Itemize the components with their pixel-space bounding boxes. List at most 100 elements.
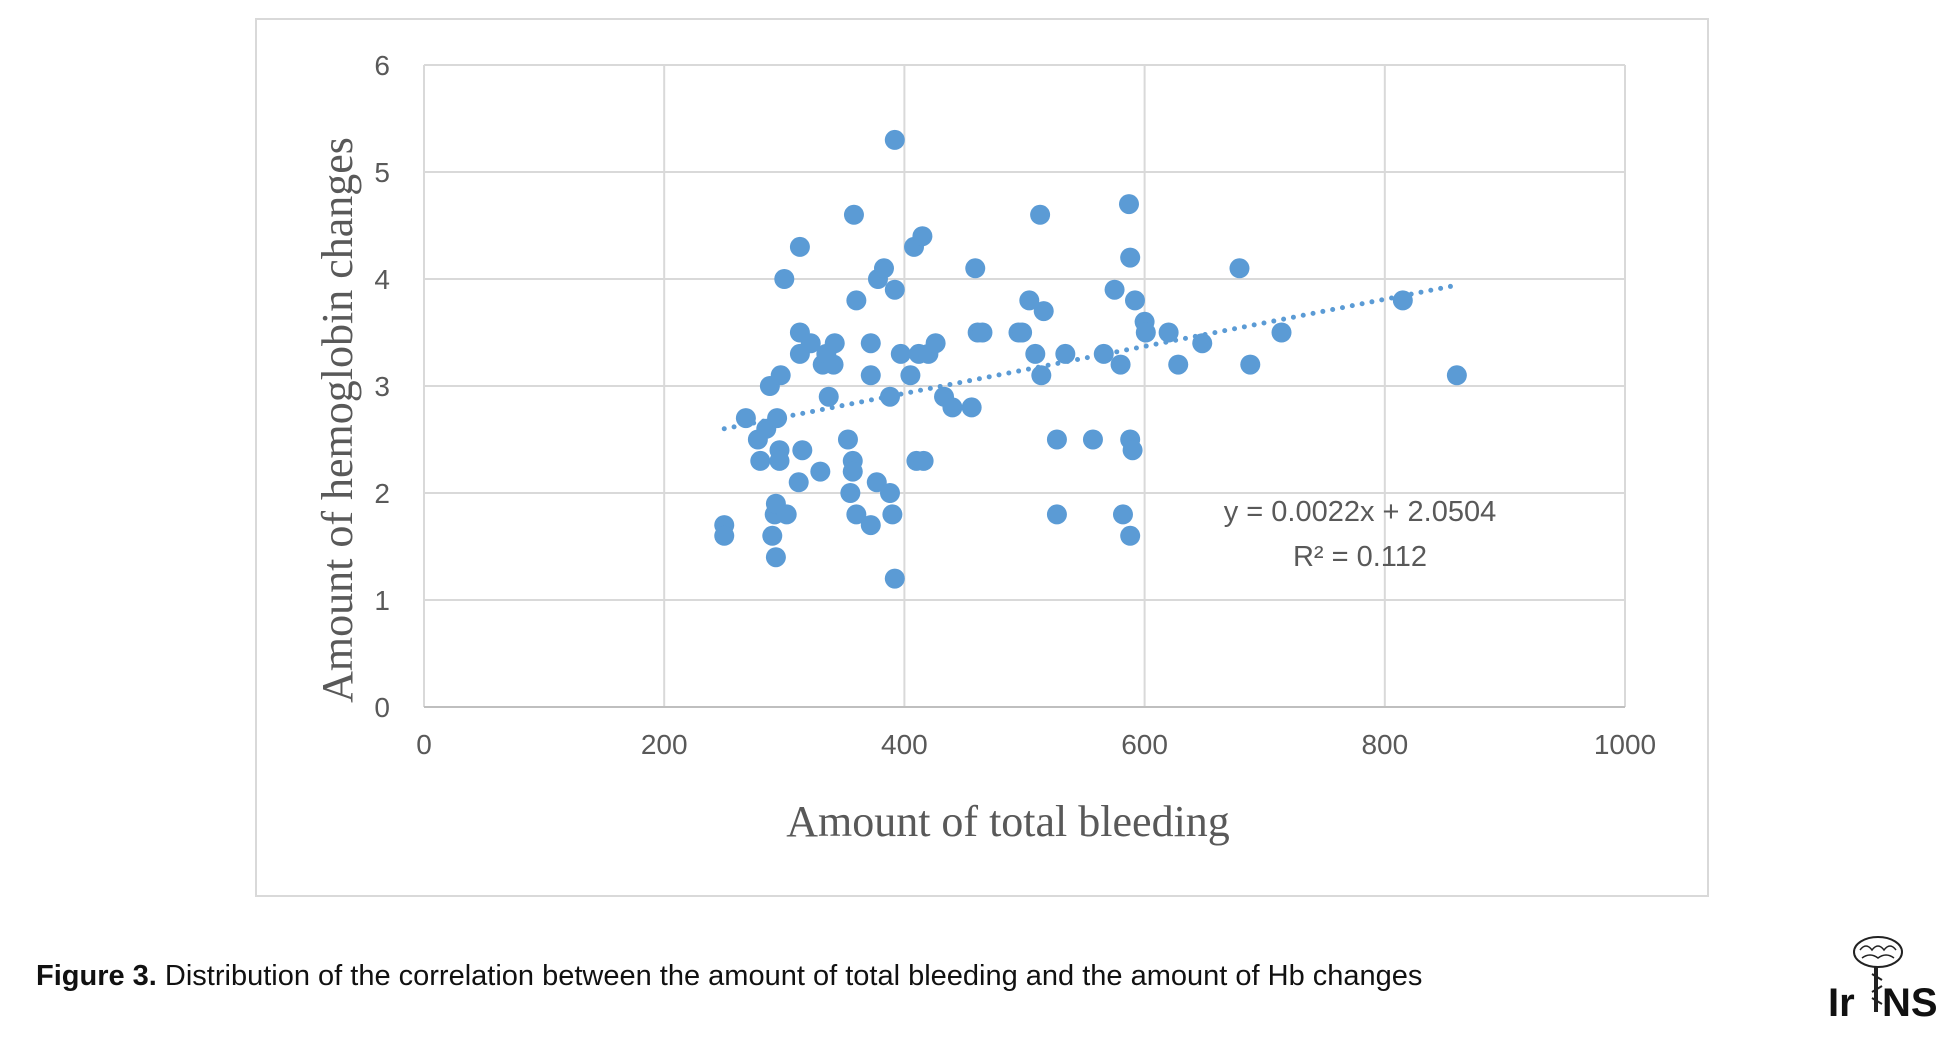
data-point <box>1082 429 1103 450</box>
axes <box>423 65 1625 708</box>
svg-text:NS: NS <box>1882 981 1936 1024</box>
data-point <box>792 440 813 461</box>
data-point <box>770 365 791 386</box>
trendline-r-squared: R² = 0.112 <box>1293 541 1427 573</box>
data-point <box>860 515 881 536</box>
data-point <box>1104 279 1125 300</box>
data-point <box>762 525 783 546</box>
data-point <box>1271 322 1292 343</box>
data-point <box>942 397 963 418</box>
data-point <box>1033 301 1054 322</box>
data-point <box>735 408 756 429</box>
data-point <box>965 258 986 279</box>
data-point <box>846 504 867 525</box>
data-point <box>824 333 845 354</box>
data-point <box>1168 354 1189 375</box>
data-point <box>890 343 911 364</box>
x-tick-label: 400 <box>881 729 928 760</box>
y-tick-label: 3 <box>374 371 390 402</box>
data-point <box>1124 290 1145 311</box>
data-point <box>810 461 831 482</box>
tick-labels: 0 200 400 600 800 1000 0 1 2 3 4 5 6 <box>374 50 1656 760</box>
data-point <box>912 226 933 247</box>
x-axis-title: Amount of total bleeding <box>786 797 1230 846</box>
data-point <box>1158 322 1179 343</box>
data-point <box>788 472 809 493</box>
data-point <box>776 504 797 525</box>
data-point <box>884 279 905 300</box>
data-point <box>1093 343 1114 364</box>
data-point <box>1025 343 1046 364</box>
data-point <box>1120 247 1141 268</box>
data-point <box>1046 429 1067 450</box>
data-point <box>860 333 881 354</box>
y-tick-label: 5 <box>374 157 390 188</box>
data-point <box>884 568 905 589</box>
y-tick-label: 4 <box>374 264 390 295</box>
y-tick-label: 0 <box>374 692 390 723</box>
data-point <box>1122 440 1143 461</box>
data-point <box>774 269 795 289</box>
data-point <box>1055 343 1076 364</box>
data-point <box>873 258 894 279</box>
data-point <box>1192 333 1213 354</box>
trendline-equation: y = 0.0022x + 2.0504 <box>1224 496 1497 528</box>
data-point <box>913 450 934 471</box>
data-point <box>900 365 921 386</box>
data-point <box>1118 194 1139 215</box>
data-point <box>972 322 993 343</box>
data-point <box>860 365 881 386</box>
brain-logo-icon: Ir NS <box>1828 936 1938 1025</box>
data-point <box>879 483 900 503</box>
x-tick-label: 0 <box>416 729 432 760</box>
journal-logo: Ir NS <box>1826 934 1938 1025</box>
gridlines <box>424 64 1626 707</box>
x-tick-label: 200 <box>641 729 688 760</box>
data-point <box>1110 354 1131 375</box>
data-point <box>1019 290 1040 311</box>
trendline-group <box>721 282 1460 432</box>
data-point <box>882 504 903 525</box>
data-point <box>714 525 735 546</box>
data-point <box>1012 322 1033 343</box>
data-point <box>769 450 790 471</box>
data-point <box>846 290 867 311</box>
data-point <box>823 354 844 375</box>
data-point <box>1031 365 1052 386</box>
data-point <box>1030 204 1051 225</box>
y-axis-title: Amount of hemoglobin changes <box>313 137 362 703</box>
data-point <box>1135 322 1156 343</box>
data-point <box>1229 258 1250 279</box>
data-point <box>1240 354 1261 375</box>
data-point <box>750 450 771 471</box>
data-point <box>1392 290 1413 311</box>
data-point <box>765 547 786 568</box>
data-point <box>837 429 858 450</box>
data-point <box>767 408 788 429</box>
y-tick-label: 6 <box>374 50 390 81</box>
y-tick-label: 2 <box>374 478 390 509</box>
data-point <box>800 333 821 354</box>
data-point <box>840 483 861 503</box>
trendline <box>721 282 1460 432</box>
data-point <box>1120 525 1141 546</box>
data-point <box>843 204 864 225</box>
x-tick-label: 1000 <box>1594 729 1656 760</box>
figure-caption: Figure 3. Distribution of the correlatio… <box>36 960 1422 993</box>
data-point <box>961 397 982 418</box>
data-point <box>818 386 839 407</box>
data-point <box>879 386 900 407</box>
svg-text:Ir: Ir <box>1828 981 1855 1024</box>
x-tick-label: 800 <box>1361 729 1408 760</box>
data-point <box>789 236 810 257</box>
data-point <box>1446 365 1467 386</box>
figure-caption-text: Distribution of the correlation between … <box>156 960 1423 992</box>
data-point <box>884 129 905 150</box>
y-tick-label: 1 <box>374 585 390 616</box>
chart-area-border <box>255 18 1709 897</box>
data-point <box>842 461 863 482</box>
figure-caption-label: Figure 3. <box>36 960 157 992</box>
data-point <box>925 333 946 354</box>
data-point <box>1046 504 1067 525</box>
